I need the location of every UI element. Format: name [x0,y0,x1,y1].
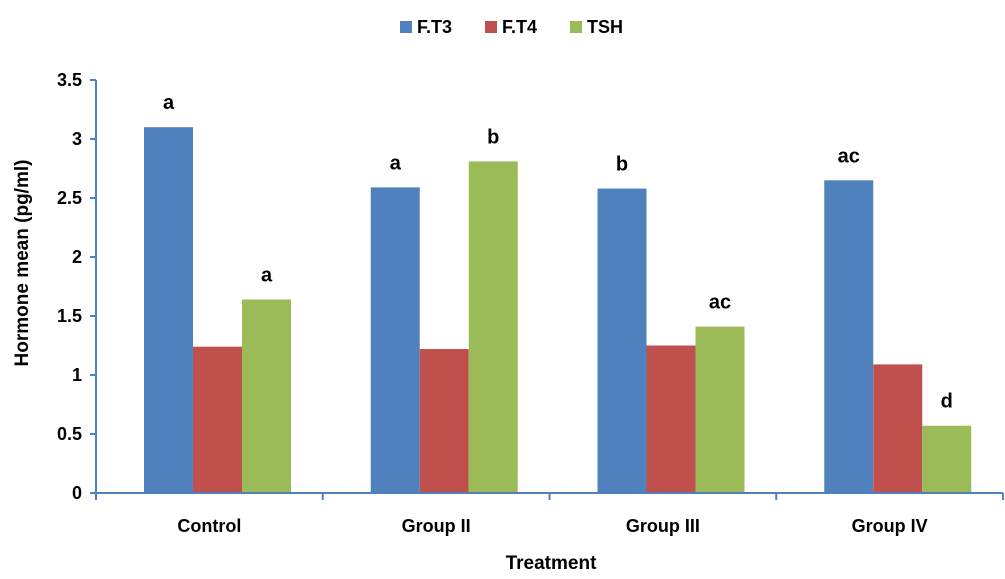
legend-label: F.T3 [417,17,452,37]
y-tick-label: 0 [72,483,82,503]
significance-label: b [616,154,628,176]
significance-label: ac [709,292,731,314]
legend-swatch-tsh [570,21,582,33]
significance-label: b [487,126,499,148]
significance-label: ac [838,145,860,167]
significance-label: a [261,264,273,286]
bar-tsh-group-iv [922,425,972,493]
bar-ft3-group-iv [824,180,874,494]
y-axis-ticks: 0 0.5 1 1.5 2 2.5 3 3.5 [57,70,96,503]
x-axis-title: Treatment [506,553,597,574]
y-tick-label: 2.5 [57,188,82,208]
significance-labels: a a a b b ac ac d [163,92,953,413]
y-tick-label: 0.5 [57,424,82,444]
x-tick-label: Group III [626,516,700,536]
legend: F.T3 F.T4 TSH [400,17,623,37]
legend-swatch-ft3 [400,21,412,33]
legend-label: TSH [587,17,623,37]
significance-label: a [390,152,402,174]
y-tick-label: 1.5 [57,306,82,326]
x-axis-ticks: Control Group II Group III Group IV [95,493,1004,536]
bar-ft4-group-iv [873,364,923,493]
y-tick-label: 3.5 [57,70,82,90]
y-tick-label: 1 [72,365,82,385]
x-tick-label: Group IV [852,516,928,536]
significance-label: a [163,92,175,114]
x-tick-label: Control [177,516,241,536]
bar-tsh-group-iii [695,326,745,493]
bar-ft3-group-iii [597,188,647,493]
x-tick-label: Group II [402,516,471,536]
y-tick-label: 3 [72,129,82,149]
bar-ft3-control [144,127,193,493]
bar-ft4-group-iii [646,345,696,493]
bar-ft3-group-ii [370,187,420,493]
bar-ft4-control [193,346,242,493]
bars [144,127,972,494]
legend-label: F.T4 [502,17,537,37]
bar-tsh-control [242,299,291,493]
significance-label: d [941,391,953,413]
bar-ft4-group-ii [419,349,469,493]
y-axis-title: Hormone mean (pg/ml) [12,160,33,367]
bar-tsh-group-ii [468,161,518,494]
legend-swatch-ft4 [485,21,497,33]
y-tick-label: 2 [72,247,82,267]
